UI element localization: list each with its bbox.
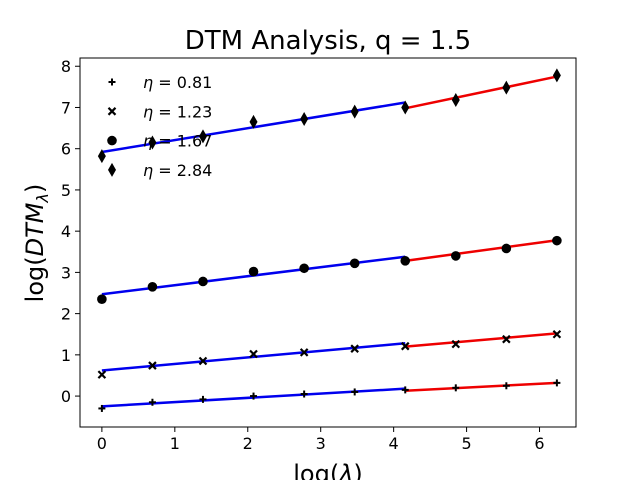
data-point [300, 112, 309, 127]
data-point [97, 294, 107, 304]
data-point [552, 235, 562, 246]
data-point [553, 379, 561, 387]
fit-line-low [101, 342, 406, 372]
fit-line-high [405, 238, 558, 263]
data-point [451, 93, 460, 108]
fit-line-high [405, 381, 557, 392]
legend-marker [107, 107, 117, 116]
y-tick-label: 8 [61, 57, 71, 76]
y-tick-label: 0 [61, 387, 71, 406]
x-axis-ticks: 0 1 2 3 4 5 6 [97, 427, 545, 453]
data-point [148, 361, 157, 370]
data-point [450, 251, 461, 261]
legend: η = 0.81 η = 1.23 η = 1.67 η = 2.84 [107, 73, 212, 180]
data-point [501, 243, 512, 254]
fit-lines [101, 75, 558, 408]
data-point [400, 341, 410, 351]
x-tick-label: 4 [389, 434, 399, 453]
x-axis-label: log(λ) [293, 460, 363, 480]
data-point [300, 390, 308, 398]
data-point [248, 266, 259, 277]
data-point [349, 258, 360, 269]
y-axis-label: log(DTMλ) [21, 184, 52, 303]
data-point [502, 334, 511, 344]
data-point [147, 282, 158, 292]
data-point [451, 339, 461, 349]
chart-title: DTM Analysis, q = 1.5 [185, 26, 471, 56]
fit-line-high [405, 332, 557, 348]
legend-label: η = 0.81 [143, 73, 212, 92]
x-tick-label: 1 [170, 434, 180, 453]
x-tick-label: 2 [243, 434, 253, 453]
plot-area [79, 57, 577, 428]
x-tick-label: 5 [461, 434, 471, 453]
y-tick-label: 6 [61, 140, 71, 159]
data-point [250, 392, 258, 400]
data-point [350, 344, 359, 353]
fit-line-high [404, 75, 558, 110]
data-point [198, 276, 208, 287]
x-tick-label: 6 [534, 434, 544, 453]
legend-label: η = 1.23 [143, 102, 212, 121]
data-point [97, 370, 107, 379]
data-point [98, 404, 106, 412]
y-tick-label: 3 [61, 263, 71, 282]
legend-label: η = 2.84 [143, 161, 212, 180]
legend-marker [108, 162, 116, 177]
y-tick-label: 2 [61, 305, 71, 324]
legend-marker [107, 135, 117, 146]
data-point [552, 68, 561, 83]
data-point [97, 149, 106, 164]
data-point [401, 386, 409, 394]
data-point [249, 349, 258, 359]
y-tick-label: 4 [61, 222, 71, 241]
y-axis-ticks: 0 1 2 3 4 5 6 7 8 [61, 57, 80, 406]
data-point [452, 384, 460, 392]
data-point [148, 135, 157, 150]
data-points [97, 68, 562, 412]
data-point [148, 398, 156, 406]
y-tick-label: 1 [61, 346, 71, 365]
data-point [350, 104, 359, 119]
y-tick-label: 7 [61, 98, 71, 117]
x-tick-label: 0 [97, 434, 107, 453]
data-point [249, 114, 258, 129]
data-point [400, 256, 411, 266]
data-point [502, 80, 511, 95]
x-tick-label: 3 [316, 434, 326, 453]
data-point [299, 263, 309, 274]
y-tick-label: 5 [61, 181, 71, 200]
data-point [198, 356, 208, 366]
legend-marker [108, 78, 116, 86]
data-point [199, 395, 207, 403]
data-point [351, 388, 359, 396]
data-point [198, 129, 207, 144]
data-point [299, 348, 309, 357]
data-point [401, 100, 410, 115]
data-point [552, 329, 562, 339]
data-point [502, 382, 510, 390]
legend-label: η = 1.67 [143, 132, 212, 151]
